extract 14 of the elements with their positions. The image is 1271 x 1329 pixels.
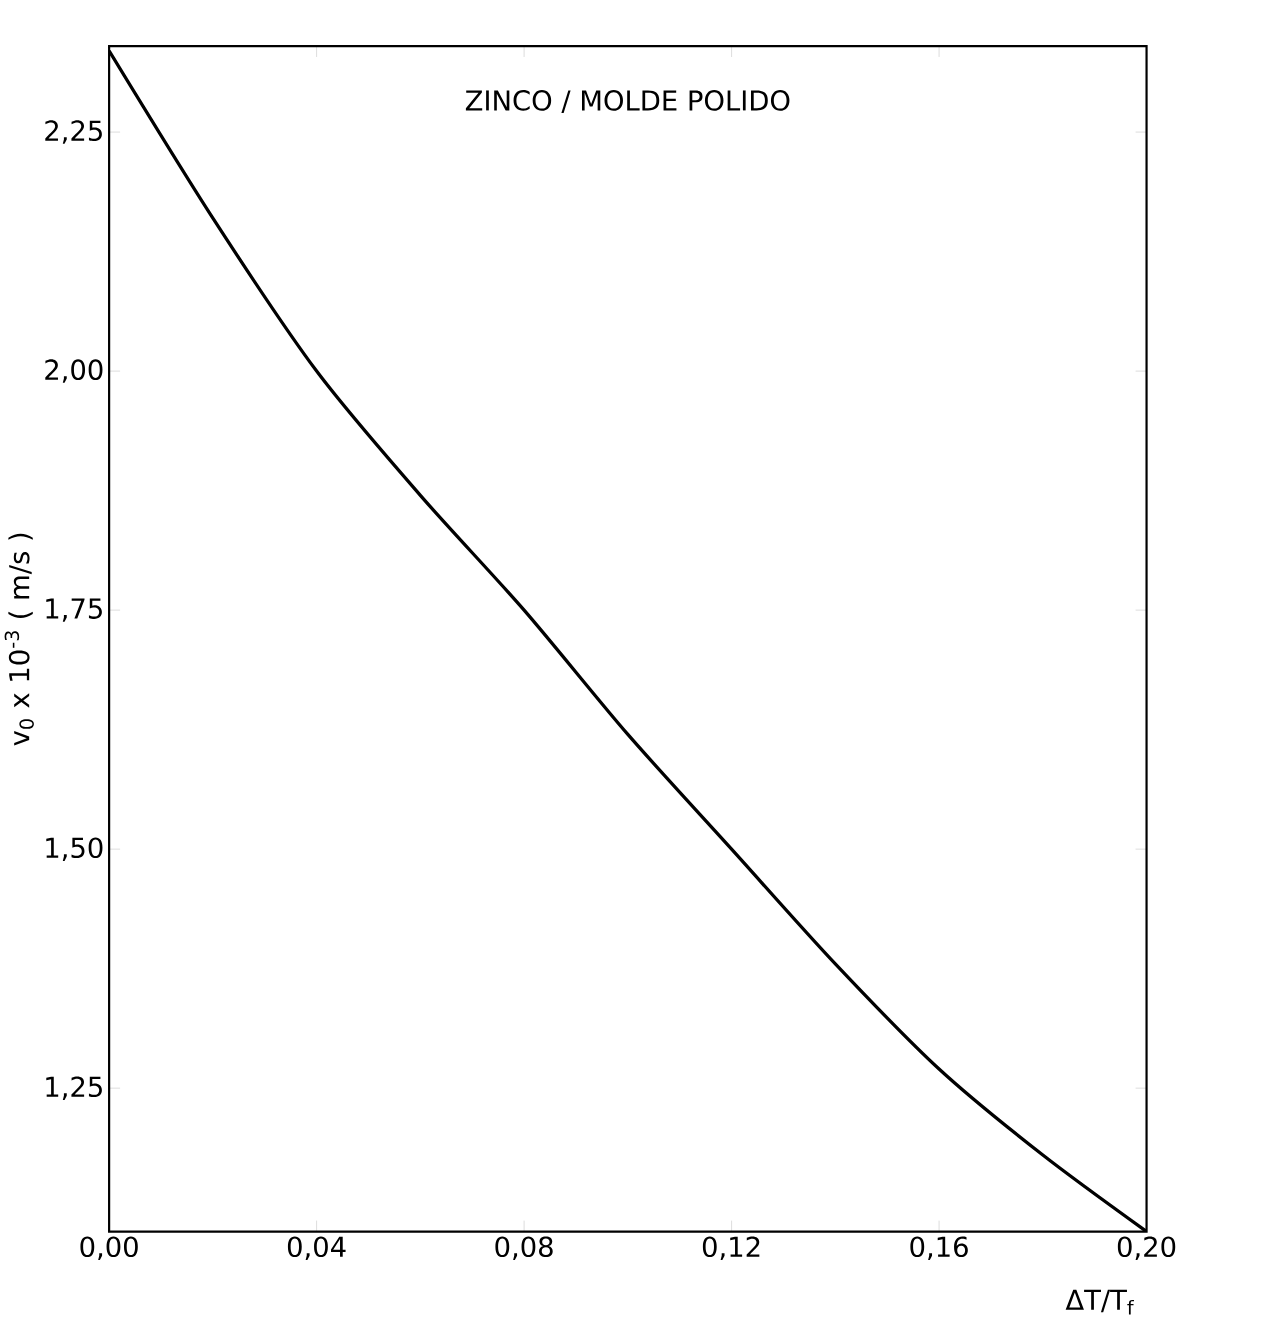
x-axis-title: ΔT/T$_{f}$ — [1065, 1289, 1135, 1315]
y-tick-label: 1,25 — [46, 1076, 103, 1100]
y-tick-label: 2,25 — [45, 120, 103, 144]
x-tick-label: 0,04 — [288, 1236, 346, 1260]
y-tick-label: 1,50 — [46, 837, 103, 861]
x-tick-label: 0,12 — [703, 1236, 760, 1260]
x-tick-label: 0,08 — [495, 1236, 553, 1260]
y-axis-title: v$_{0}$ x 10$^{-3}$ ( m/s ) — [4, 533, 35, 746]
x-tick-label: 0,20 — [1118, 1236, 1176, 1260]
x-tick-label: 0,16 — [910, 1236, 969, 1260]
x-tick-label: 0,00 — [80, 1236, 139, 1260]
y-tick-label: 1,75 — [46, 598, 103, 622]
text: ZINCO / MOLDE POLIDO — [466, 90, 790, 113]
y-tick-label: 2,00 — [45, 359, 103, 383]
